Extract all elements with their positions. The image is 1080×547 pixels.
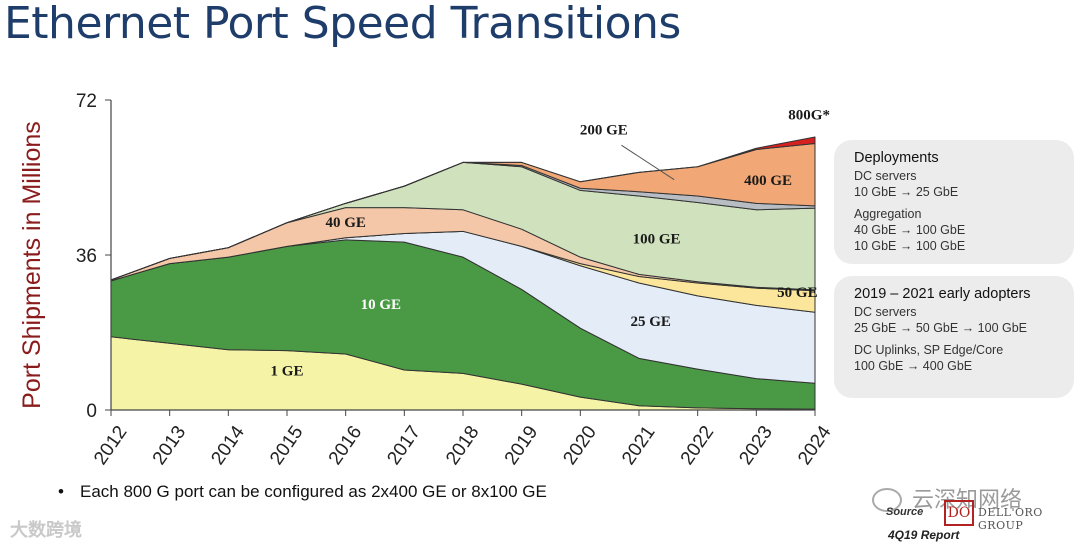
panel-line: 100 GbE → 400 GbE: [854, 359, 973, 373]
panel-line: DC servers: [854, 169, 917, 183]
footnote-text: Each 800 G port can be configured as 2x4…: [80, 482, 547, 501]
delloro-logo-mark: DO: [944, 500, 974, 526]
series-label-50-ge: 50 GE: [777, 285, 817, 301]
watermark-left: 大数跨境: [10, 520, 82, 540]
x-tick-label: 2024: [794, 422, 836, 469]
early-adopters-heading: 2019 – 2021 early adopters: [854, 286, 1031, 302]
panel-line: 40 GbE → 100 GbE: [854, 223, 966, 237]
x-tick-label: 2022: [677, 422, 718, 469]
area-800g: [110, 136, 816, 281]
source-report: 4Q19 Report: [888, 528, 960, 542]
x-tick-label: 2023: [735, 422, 776, 469]
y-tick-label: 36: [76, 246, 97, 267]
panel-line: DC Uplinks, SP Edge/Core: [854, 343, 1004, 357]
panel-line: 10 GbE → 100 GbE: [854, 239, 966, 253]
panel-line: 10 GbE → 25 GbE: [854, 185, 959, 199]
y-axis-label: Port Shipments in Millions: [18, 121, 46, 409]
x-tick-label: 2012: [90, 422, 131, 469]
series-label-100-ge: 100 GE: [633, 231, 681, 247]
series-label-400-ge: 400 GE: [744, 173, 792, 189]
chart-series-labels: 1 GE 10 GE 25 GE 50 GE 40 GE 100 GE 200 GE 400 …: [271, 107, 830, 379]
label-leader-200ge: [621, 144, 675, 181]
x-tick-label: 2015: [266, 422, 307, 469]
series-label-10-ge: 10 GE: [361, 297, 401, 313]
x-tick-label: 2019: [501, 422, 542, 469]
series-label-25-ge: 25 GE: [631, 314, 671, 330]
page-title: Ethernet Port Speed Transitions: [4, 0, 681, 49]
panel-line: Aggregation: [854, 207, 922, 221]
series-label-1-ge: 1 GE: [271, 364, 304, 380]
panel-line: DC servers: [854, 305, 917, 319]
x-tick-label: 2021: [618, 422, 659, 469]
delloro-logo-text: DELL'ORO GROUP: [978, 506, 1043, 532]
deployments-panel: Deployments DC servers 10 GbE → 25 GbE A…: [834, 140, 1074, 264]
y-tick-label: 72: [76, 91, 97, 112]
watermark-right: 云深知网络: [912, 487, 1023, 512]
chart-areas: [110, 136, 816, 411]
x-tick-label: 2020: [559, 422, 600, 469]
source-label: Source: [886, 506, 924, 518]
x-tick-label: 2017: [383, 422, 424, 469]
x-tick-label: 2016: [325, 422, 366, 469]
series-label-800g: 800G*: [788, 107, 830, 123]
wechat-icon: [872, 488, 902, 512]
footnote: • Each 800 G port can be configured as 2x…: [58, 482, 547, 502]
x-tick-label: 2014: [207, 422, 249, 469]
x-tick-label: 2018: [442, 422, 483, 469]
early-adopters-panel: 2019 – 2021 early adopters DC servers 25…: [834, 276, 1074, 398]
series-label-200-ge: 200 GE: [580, 122, 628, 138]
bullet-icon: •: [58, 482, 64, 501]
y-tick-label: 0: [86, 401, 97, 422]
x-tick-label: 2013: [149, 422, 190, 469]
deployments-heading: Deployments: [854, 150, 939, 166]
series-label-40-ge: 40 GE: [325, 215, 365, 231]
panel-line: 25 GbE → 50 GbE → 100 GbE: [854, 321, 1028, 335]
